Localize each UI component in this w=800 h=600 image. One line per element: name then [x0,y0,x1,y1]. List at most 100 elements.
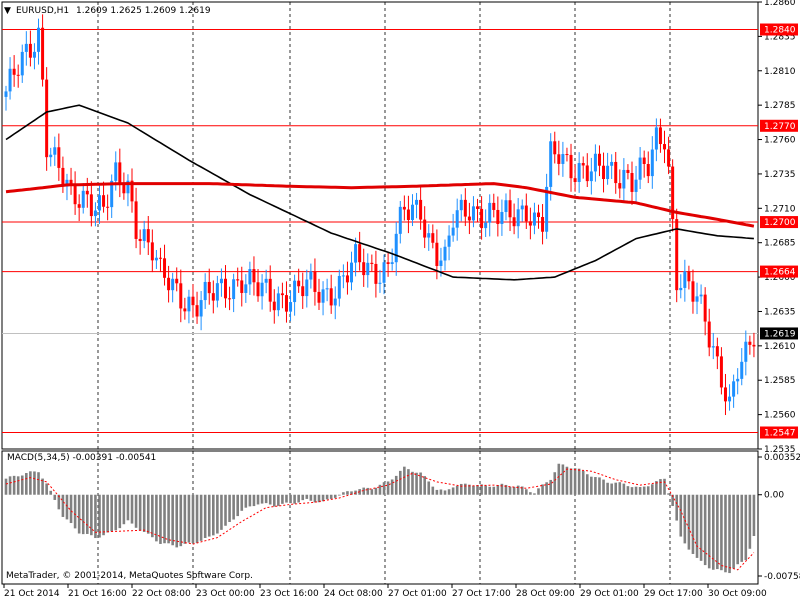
candle[interactable] [81,183,85,214]
candle[interactable] [268,265,272,312]
candle[interactable] [569,143,573,192]
macd-panel[interactable] [1,450,759,585]
candle[interactable] [382,254,386,295]
candle[interactable] [24,31,28,66]
candle[interactable] [317,278,321,310]
candle[interactable] [593,144,597,182]
candle[interactable] [663,130,667,164]
candle[interactable] [126,174,130,207]
candle[interactable] [467,202,471,235]
candle[interactable] [289,290,293,322]
candle[interactable] [142,220,146,249]
candle[interactable] [305,269,309,308]
candle[interactable] [118,148,122,198]
candle[interactable] [134,187,138,249]
candle[interactable] [642,150,646,178]
candle[interactable] [49,147,53,167]
candle[interactable] [695,282,699,315]
candle[interactable] [138,229,142,255]
candle[interactable] [740,348,744,386]
candle[interactable] [345,261,349,295]
candle[interactable] [691,269,695,314]
candle[interactable] [97,185,101,224]
candle[interactable] [577,152,581,193]
candle[interactable] [752,332,756,358]
candle[interactable] [606,152,610,185]
candle[interactable] [476,198,480,222]
candle[interactable] [480,196,484,240]
candle[interactable] [561,141,565,177]
candle[interactable] [394,221,398,276]
candle[interactable] [102,181,106,213]
candle[interactable] [211,280,215,314]
candle[interactable] [520,199,524,222]
candle[interactable] [581,156,585,179]
candle[interactable] [402,195,406,221]
candle[interactable] [500,199,504,236]
candle[interactable] [264,269,268,294]
candle[interactable] [106,194,110,221]
candle[interactable] [378,269,382,293]
candle[interactable] [597,145,601,177]
candle[interactable] [549,133,553,201]
candle[interactable] [354,237,358,277]
candle[interactable] [744,330,748,376]
candle[interactable] [516,198,520,239]
candle[interactable] [427,224,431,251]
candle[interactable] [199,291,203,331]
candle[interactable] [110,174,114,218]
candle[interactable] [171,272,175,303]
candle[interactable] [614,151,618,194]
candle[interactable] [20,44,24,83]
candle[interactable] [158,247,162,273]
candle[interactable] [77,194,81,222]
candle[interactable] [602,152,606,193]
candle[interactable] [32,43,36,70]
candle[interactable] [53,136,57,166]
candle[interactable] [654,118,658,162]
candle[interactable] [545,173,549,239]
candle[interactable] [410,194,414,227]
candle[interactable] [728,384,732,411]
candle[interactable] [313,258,317,306]
candle[interactable] [244,274,248,303]
candle[interactable] [512,203,516,235]
candle[interactable] [508,189,512,232]
candle[interactable] [252,256,256,296]
candle[interactable] [240,266,244,307]
candle[interactable] [8,57,12,100]
candle[interactable] [130,168,134,213]
candle[interactable] [284,281,288,323]
candle[interactable] [496,196,500,237]
candle[interactable] [248,261,252,295]
candle[interactable] [146,215,150,256]
candle[interactable] [687,265,691,290]
candle[interactable] [163,244,167,286]
candle[interactable] [195,291,199,324]
candle[interactable] [707,308,711,357]
price-panel[interactable] [1,1,759,450]
candle[interactable] [658,118,662,153]
candle[interactable] [711,332,715,360]
candle[interactable] [37,18,41,65]
candle[interactable] [28,30,32,67]
candle[interactable] [45,67,49,171]
candle[interactable] [451,213,455,242]
candle[interactable] [215,275,219,308]
candle[interactable] [719,347,723,395]
candle[interactable] [276,286,280,317]
candle[interactable] [703,287,707,336]
candle[interactable] [492,193,496,218]
candle[interactable] [557,140,561,176]
candle[interactable] [150,229,154,273]
candle[interactable] [463,188,467,227]
candle[interactable] [366,253,370,288]
candle[interactable] [732,374,736,408]
candle[interactable] [191,284,195,318]
candle[interactable] [541,204,545,245]
candle[interactable] [69,167,73,195]
candle[interactable] [679,274,683,299]
candle[interactable] [565,147,569,162]
candle[interactable] [443,239,447,271]
